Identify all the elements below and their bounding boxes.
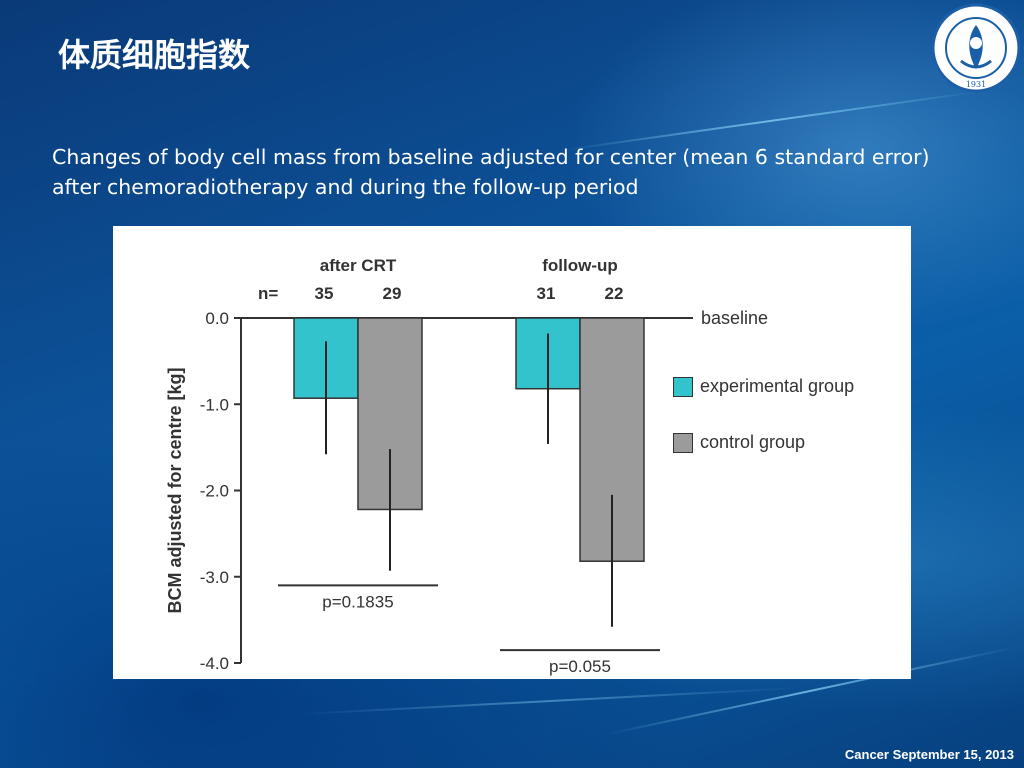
slide-subtitle: Changes of body cell mass from baseline … <box>52 145 930 199</box>
y-tick-label: -1.0 <box>200 395 229 414</box>
pvalue-label: p=0.1835 <box>322 592 393 611</box>
y-tick-label: -2.0 <box>200 482 229 501</box>
y-tick-label: 0.0 <box>205 309 229 328</box>
n-label: n= <box>258 284 278 303</box>
legend-label-experimental: experimental group <box>700 376 855 396</box>
category-label: follow-up <box>542 256 618 275</box>
legend-label-control: control group <box>700 432 806 452</box>
logo-year: 1931 <box>966 80 986 89</box>
category-label: after CRT <box>320 256 397 275</box>
n-value: 29 <box>383 284 402 303</box>
legend-item-experimental: experimental group <box>673 376 903 402</box>
chart-legend: experimental group control group <box>673 376 903 488</box>
n-value: 22 <box>605 284 624 303</box>
bar-chart-panel: 0.0 -1.0 -2.0 -3.0 -4.0 BCM adjusted for cent… <box>113 226 911 679</box>
n-value: 31 <box>537 284 556 303</box>
legend-swatch-control <box>673 433 693 453</box>
slide-title: 体质细胞指数 <box>58 36 251 74</box>
legend-item-control: control group <box>673 432 903 458</box>
y-axis-title: BCM adjusted for centre [kg] <box>165 367 185 613</box>
baseline-label: baseline <box>701 308 768 328</box>
y-tick-label: -3.0 <box>200 568 229 587</box>
legend-swatch-experimental <box>673 377 693 397</box>
university-hospital-seal-icon: 1931 <box>931 3 1021 93</box>
n-value: 35 <box>315 284 334 303</box>
y-tick-label: -4.0 <box>200 654 229 673</box>
background-streak <box>300 686 800 716</box>
citation-footer: Cancer September 15, 2013 <box>844 747 1014 762</box>
bar-chart: 0.0 -1.0 -2.0 -3.0 -4.0 BCM adjusted for cent… <box>165 256 768 676</box>
pvalue-label: p=0.055 <box>549 657 611 676</box>
